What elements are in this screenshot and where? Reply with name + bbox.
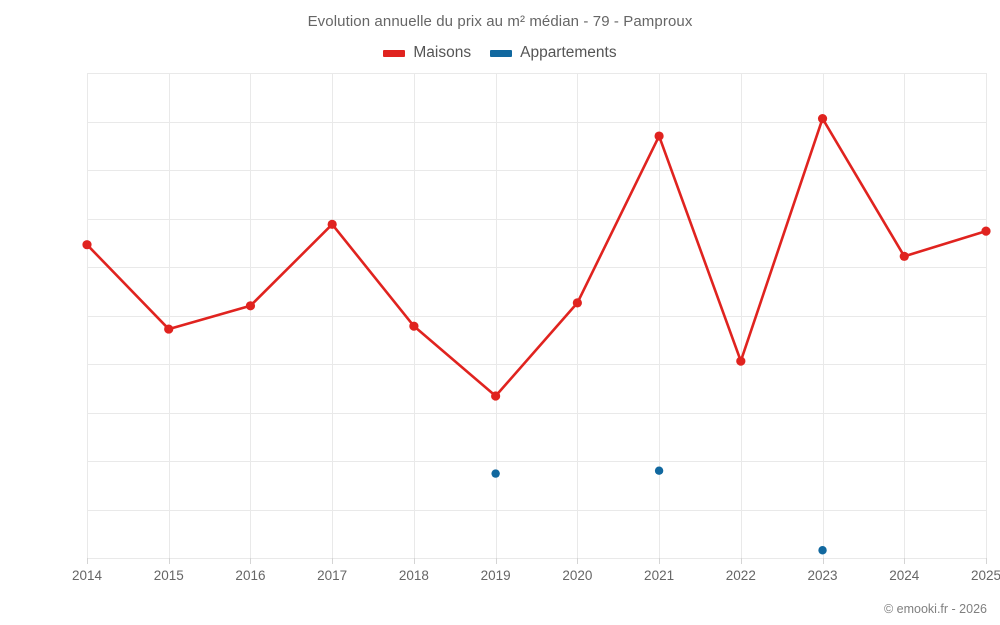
data-point[interactable]: Appartements 2023: 608 (818, 546, 827, 555)
x-axis-tick-mark (332, 558, 334, 564)
data-point[interactable]: Maisons 2023: 1053 (817, 113, 828, 124)
legend-label: Maisons (413, 44, 472, 61)
x-axis-tick-label: 2024 (889, 568, 920, 583)
x-axis-tick-mark (986, 558, 987, 564)
data-point[interactable]: Maisons 2015: 836 (164, 324, 174, 334)
x-axis-tick-mark (250, 558, 252, 564)
x-axis-tick-mark (495, 558, 497, 564)
x-axis-tick-label: 2016 (235, 568, 266, 583)
x-axis-tick-label: 2022 (725, 568, 756, 583)
x-axis-tick-label: 2017 (317, 568, 348, 583)
gridline-vertical (659, 73, 661, 558)
x-axis-tick-label: 2023 (807, 568, 838, 583)
x-axis-tick-mark (659, 558, 661, 564)
data-point[interactable]: Maisons 2021: 1035 (654, 131, 664, 141)
data-point[interactable]: Appartements 2019: 687 (491, 469, 500, 478)
gridline-vertical (577, 73, 579, 558)
data-point[interactable]: Maisons 2017: 944 (327, 219, 337, 229)
legend-label: Appartements (520, 44, 617, 61)
data-point[interactable]: Maisons 2014: 923 (82, 240, 92, 250)
gridline-vertical (250, 73, 252, 558)
gridline-horizontal (87, 267, 986, 268)
x-axis-tick-label: 2019 (480, 568, 511, 583)
x-axis-tick-label: 2020 (562, 568, 593, 583)
x-axis-tick-label: 2014 (71, 568, 103, 583)
gridline-vertical (168, 73, 170, 558)
data-point[interactable]: Maisons 2020: 863 (572, 298, 582, 308)
gridline-horizontal (87, 509, 986, 511)
gridline-horizontal (87, 558, 986, 559)
x-axis-tick-label: 2018 (398, 568, 429, 583)
gridline-horizontal (87, 315, 986, 317)
gridline-vertical (986, 73, 987, 558)
x-axis-tick-mark (740, 558, 742, 564)
gridline-vertical (87, 73, 88, 558)
x-axis-tick-label: 2015 (153, 568, 184, 583)
x-axis-tick-label: 2025 (970, 568, 1000, 583)
gridline-horizontal (87, 170, 986, 171)
data-point[interactable]: Maisons 2016: 860 (245, 301, 256, 311)
chart-credits: © emooki.fr - 2026 (883, 602, 987, 616)
data-point[interactable]: Maisons 2024: 911 (899, 251, 909, 261)
gridline-vertical (904, 73, 906, 558)
gridline-horizontal (87, 218, 986, 220)
data-point[interactable]: Maisons 2018: 839 (409, 321, 419, 331)
data-point[interactable]: Maisons 2019: 767 (491, 391, 501, 401)
x-axis-tick-mark (577, 558, 579, 564)
line-swatch-icon (490, 49, 513, 57)
gridline-vertical (413, 73, 415, 558)
x-axis-tick-label: 2021 (644, 568, 675, 583)
legend-item-appartements[interactable]: Appartements (490, 44, 617, 62)
gridline-horizontal (87, 461, 986, 462)
gridline-horizontal (87, 364, 986, 365)
gridline-vertical (495, 73, 497, 558)
x-axis-tick-mark (822, 558, 824, 564)
gridline-vertical (332, 73, 334, 558)
data-point[interactable]: Maisons 2022: 803 (736, 356, 746, 366)
legend-item-maisons[interactable]: Maisons (383, 44, 471, 62)
data-point[interactable]: Maisons 2025: 937 (981, 226, 991, 236)
chart-title: Evolution annuelle du prix au m² médian … (307, 13, 693, 30)
gridline-vertical (822, 73, 824, 558)
x-axis-tick-mark (904, 558, 906, 564)
series-layer: Maisons 2014: 923 Maisons 2015: 836 Maison… (82, 113, 991, 555)
gridline-horizontal (87, 121, 986, 123)
series-line-maisons (85, 117, 988, 398)
x-axis-tick-mark (413, 558, 415, 564)
gridline-vertical (740, 73, 742, 558)
gridline-horizontal (87, 73, 986, 74)
data-point[interactable]: Appartements 2021: 690 (654, 466, 664, 475)
gridline-horizontal (87, 412, 986, 414)
plot-area: 600 €650 €700 €750 €800 €850 €900 €950 €… (72, 73, 1000, 583)
x-axis-tick-mark (168, 558, 170, 564)
chart-legend: Maisons Appartements (0, 44, 1000, 62)
x-axis-tick-mark (87, 558, 88, 564)
line-swatch-icon (383, 49, 406, 57)
